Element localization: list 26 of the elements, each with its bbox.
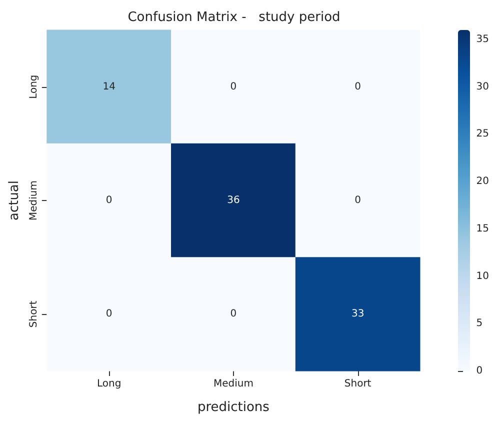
data-label: 0: [354, 81, 362, 92]
color-bar-label: 10: [476, 270, 490, 282]
data-label: 36: [227, 195, 240, 206]
data-label: 0: [354, 195, 362, 206]
color-bar-label: 25: [476, 128, 490, 140]
x-axis-title: predictions: [197, 400, 270, 415]
color-bar-label: 35: [476, 34, 490, 45]
y-tick-label: Long: [28, 74, 40, 99]
color-bar-label: 20: [476, 176, 490, 188]
x-tick-label: Medium: [213, 378, 254, 390]
color-bar-label: 15: [476, 223, 490, 234]
data-label: 33: [351, 308, 364, 320]
data-label: 0: [230, 81, 237, 92]
x-tick-label: Short: [344, 378, 372, 390]
x-tick-label: Long: [96, 378, 122, 390]
data-label: 14: [102, 81, 116, 92]
color-bar-label: 0: [476, 366, 483, 376]
y-tick-label: Medium: [28, 180, 40, 220]
y-tick-label: Short: [28, 300, 40, 328]
chart-title: Confusion Matrix - study period: [128, 10, 340, 25]
y-axis-title: actual: [7, 180, 22, 221]
data-label: 0: [230, 308, 237, 320]
data-label: 0: [106, 195, 112, 206]
data-label: 0: [106, 308, 112, 320]
color-bar-label: 30: [476, 81, 490, 92]
color-bar-label: 5: [476, 318, 483, 330]
